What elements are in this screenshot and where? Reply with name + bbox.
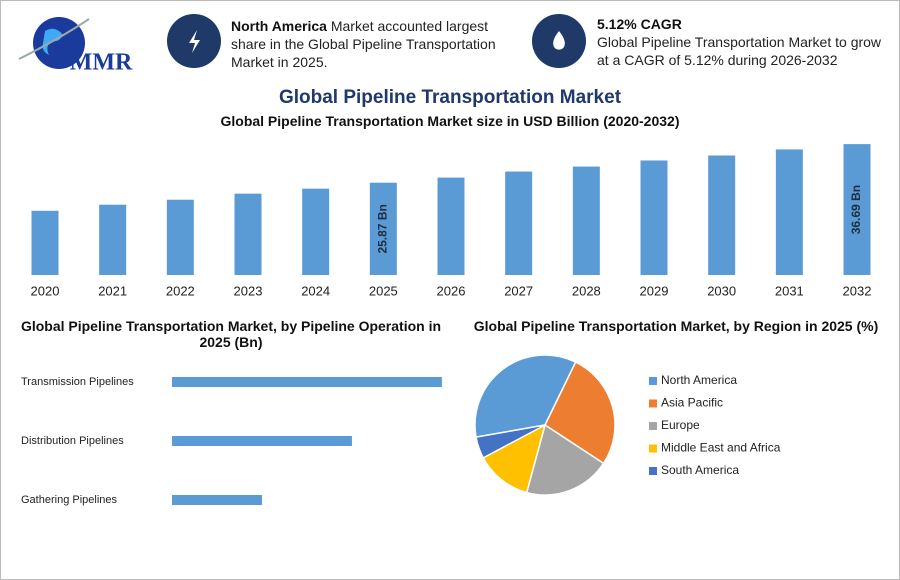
x-tick-label: 2026 xyxy=(437,283,466,298)
pie-slice xyxy=(544,361,616,465)
x-tick-label: 2020 xyxy=(31,283,60,298)
info-highlight: 5.12% CAGR xyxy=(597,16,682,32)
pie-slice xyxy=(475,424,546,459)
bar xyxy=(166,199,194,275)
x-tick-label: 2029 xyxy=(640,283,669,298)
x-tick-label: 2031 xyxy=(775,283,804,298)
chart-title: Global Pipeline Transportation Market, b… xyxy=(473,318,879,334)
x-tick-label: 2030 xyxy=(707,283,736,298)
bar xyxy=(172,495,262,505)
bar xyxy=(99,204,127,275)
x-tick-label: 2024 xyxy=(301,283,330,298)
bar xyxy=(172,377,442,387)
y-tick-label: Gathering Pipelines xyxy=(21,494,118,506)
value-label: 25.87 Bn xyxy=(376,204,390,253)
legend-swatch xyxy=(649,444,657,453)
bar xyxy=(437,177,465,275)
info-text: Global Pipeline Transportation Market to… xyxy=(597,34,882,68)
legend-label: Asia Pacific xyxy=(661,396,723,410)
bar xyxy=(234,193,262,275)
x-tick-label: 2025 xyxy=(369,283,398,298)
bolt-icon xyxy=(189,30,200,53)
bar xyxy=(369,182,397,275)
legend-swatch xyxy=(649,377,657,385)
drop-icon xyxy=(553,31,565,50)
bar xyxy=(172,436,352,446)
info-box: 5.12% CAGR Global Pipeline Transportatio… xyxy=(597,15,892,69)
legend-label: South America xyxy=(661,463,739,477)
legend-label: Middle East and Africa xyxy=(661,441,781,455)
info-highlight: North America xyxy=(231,18,327,34)
value-label: 36.69 Bn xyxy=(849,185,863,234)
logo-land xyxy=(42,28,63,55)
bar xyxy=(843,144,871,275)
info-box: North America Market accounted largest s… xyxy=(231,17,521,71)
bar xyxy=(775,149,803,275)
bar xyxy=(708,155,736,275)
bar xyxy=(302,188,330,275)
info-text: Market accounted largest share in the Gl… xyxy=(231,18,496,70)
bar xyxy=(505,171,533,275)
x-tick-label: 2021 xyxy=(98,283,127,298)
x-tick-label: 2022 xyxy=(166,283,195,298)
chart-title: Global Pipeline Transportation Market si… xyxy=(220,113,680,129)
pie-slice xyxy=(525,423,605,496)
pie-slice xyxy=(474,354,577,439)
y-tick-label: Transmission Pipelines xyxy=(21,376,134,388)
x-tick-label: 2023 xyxy=(234,283,263,298)
bar xyxy=(572,166,600,275)
bar xyxy=(31,210,59,275)
chart-title: Global Pipeline Transportation Market, b… xyxy=(20,318,442,350)
bar xyxy=(640,160,668,275)
legend-swatch xyxy=(649,467,657,475)
legend-swatch xyxy=(649,422,657,430)
x-tick-label: 2032 xyxy=(843,283,872,298)
logo-swoosh xyxy=(18,18,90,60)
logo: MMR xyxy=(18,17,133,76)
pie-slice xyxy=(482,423,547,494)
legend-label: Europe xyxy=(661,418,700,432)
main-title: Global Pipeline Transportation Market xyxy=(278,87,622,108)
y-tick-label: Distribution Pipelines xyxy=(21,435,124,447)
legend-label: North America xyxy=(661,373,737,387)
legend-swatch xyxy=(649,399,657,408)
logo-text: MMR xyxy=(70,50,133,76)
x-tick-label: 2027 xyxy=(504,283,533,298)
x-tick-label: 2028 xyxy=(572,283,601,298)
